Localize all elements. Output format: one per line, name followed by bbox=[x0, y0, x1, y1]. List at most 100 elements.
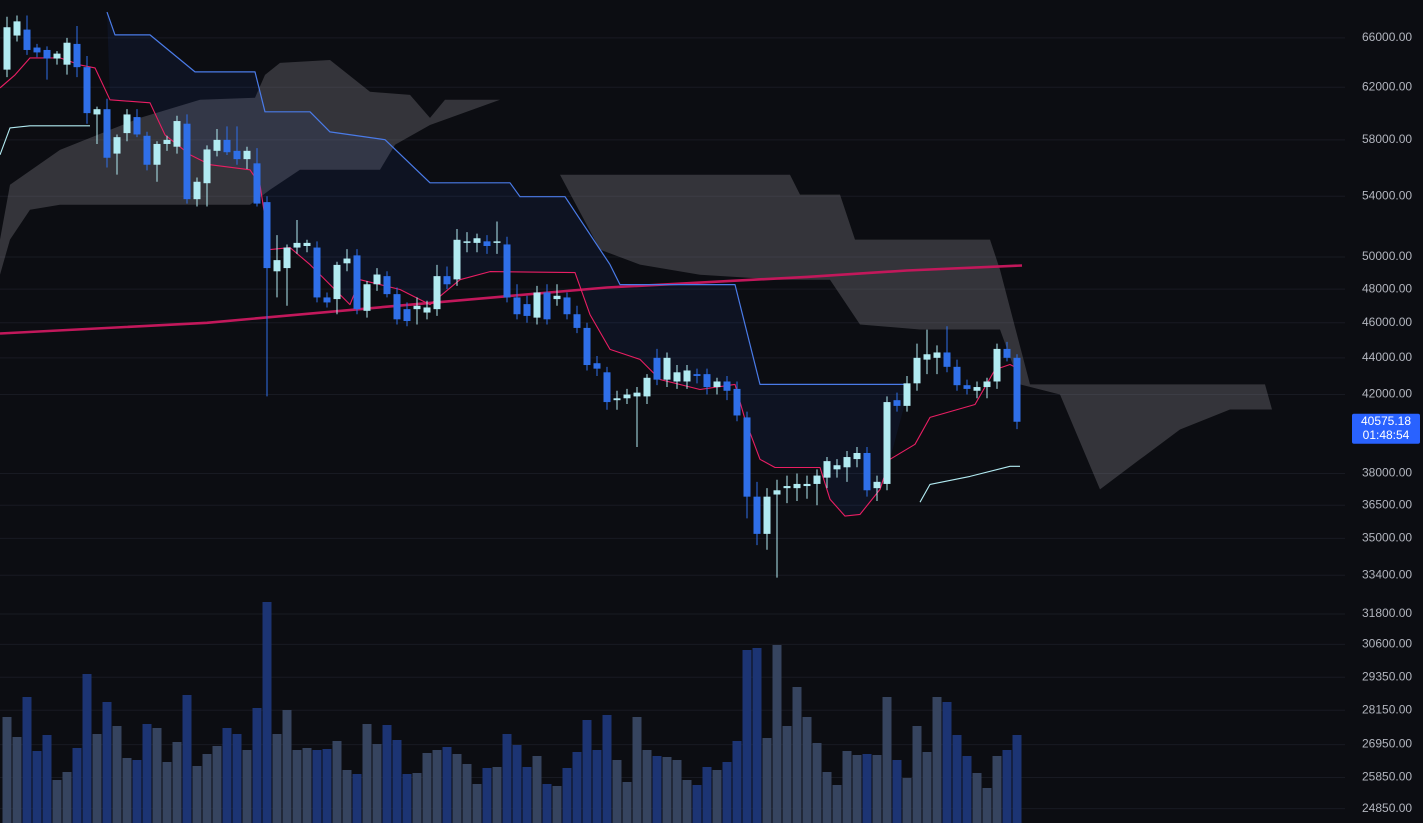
candle-body bbox=[963, 385, 971, 389]
base-line bbox=[106, 11, 910, 385]
volume-bar bbox=[672, 760, 682, 823]
candle-body bbox=[623, 394, 631, 399]
volume-bar bbox=[732, 741, 742, 823]
candle-body bbox=[193, 181, 201, 200]
volume-bar bbox=[52, 780, 62, 823]
volume-bar bbox=[32, 751, 42, 823]
volume-bar bbox=[502, 734, 512, 823]
volume-bar bbox=[432, 750, 442, 823]
candle-body bbox=[813, 475, 821, 484]
candle-body bbox=[763, 496, 771, 534]
volume-bar bbox=[72, 748, 82, 823]
volume-bar bbox=[262, 602, 272, 823]
y-tick-label: 30600.00 bbox=[1362, 637, 1412, 651]
candle-body bbox=[713, 381, 721, 388]
volume-bar bbox=[172, 742, 182, 823]
candle-body bbox=[373, 274, 381, 285]
candle-body bbox=[483, 241, 491, 246]
candle-body bbox=[153, 143, 161, 165]
volume-bar bbox=[772, 645, 782, 823]
candle-body bbox=[263, 202, 271, 269]
candle-body bbox=[643, 377, 651, 397]
candle-body bbox=[683, 370, 691, 382]
candle-body bbox=[343, 258, 351, 264]
volume-bar bbox=[142, 724, 152, 823]
volume-bar bbox=[812, 743, 822, 823]
y-tick-label: 46000.00 bbox=[1362, 315, 1412, 329]
candle-body bbox=[103, 109, 111, 158]
volume-bar bbox=[612, 760, 622, 823]
volume-bar bbox=[682, 780, 692, 823]
candle-body bbox=[463, 241, 471, 243]
candle-body bbox=[923, 354, 931, 360]
candle-body bbox=[563, 297, 571, 315]
conversion-line bbox=[0, 57, 1021, 517]
volume-bar bbox=[842, 751, 852, 823]
volume-bar bbox=[182, 695, 192, 823]
candle-body bbox=[13, 21, 21, 36]
volume-bar bbox=[1002, 750, 1012, 823]
y-tick-label: 26950.00 bbox=[1362, 737, 1412, 751]
volume-bar bbox=[702, 767, 712, 823]
volume-bar bbox=[622, 782, 632, 823]
candle-body bbox=[953, 366, 961, 386]
candle-body bbox=[733, 388, 741, 416]
volume-bar bbox=[382, 725, 392, 823]
candle-body bbox=[73, 43, 81, 68]
volume-bar bbox=[582, 720, 592, 823]
y-tick-label: 24850.00 bbox=[1362, 801, 1412, 815]
candle-body bbox=[803, 483, 811, 487]
volume-bar bbox=[82, 674, 92, 823]
candle-body bbox=[433, 276, 441, 310]
candle-body bbox=[773, 490, 781, 495]
candle-body bbox=[273, 260, 281, 272]
candle-body bbox=[403, 309, 411, 322]
volume-bar bbox=[112, 726, 122, 823]
candle-body bbox=[1013, 357, 1021, 422]
volume-bar bbox=[902, 778, 912, 823]
candle-body bbox=[913, 357, 921, 384]
candle-body bbox=[213, 139, 221, 151]
candle-body bbox=[333, 264, 341, 300]
volume-bar bbox=[422, 753, 432, 823]
candle-body bbox=[823, 461, 831, 478]
candle-body bbox=[543, 292, 551, 320]
candle-body bbox=[3, 27, 11, 70]
volume-bar bbox=[62, 772, 72, 823]
candle-body bbox=[353, 255, 361, 310]
volume-bar bbox=[132, 760, 142, 823]
volume-bar bbox=[882, 697, 892, 823]
volume-bar bbox=[492, 767, 502, 823]
candle-body bbox=[883, 402, 891, 484]
candle-body bbox=[143, 135, 151, 165]
candle-body bbox=[663, 357, 671, 380]
y-tick-label: 38000.00 bbox=[1362, 466, 1412, 480]
volume-bar bbox=[712, 770, 722, 823]
volume-bar bbox=[332, 741, 342, 823]
volume-bar bbox=[292, 750, 302, 823]
volume-bar bbox=[692, 785, 702, 823]
volume-bar bbox=[792, 687, 802, 823]
candle-body bbox=[633, 392, 641, 397]
candle-body bbox=[903, 383, 911, 406]
y-tick-label: 28150.00 bbox=[1362, 702, 1412, 716]
volume-bar bbox=[452, 754, 462, 823]
volume-bar bbox=[322, 749, 332, 823]
y-tick-label: 44000.00 bbox=[1362, 350, 1412, 364]
volume-bar bbox=[962, 756, 972, 823]
candle-body bbox=[833, 465, 841, 470]
volume-bar bbox=[412, 773, 422, 823]
y-tick-label: 31800.00 bbox=[1362, 606, 1412, 620]
volume-bar bbox=[992, 756, 1002, 823]
volume-bar bbox=[832, 785, 842, 823]
candle-body bbox=[123, 114, 131, 134]
candle-body bbox=[33, 47, 41, 53]
candle-body bbox=[93, 109, 101, 115]
candle-body bbox=[863, 452, 871, 491]
volume-bar bbox=[532, 756, 542, 823]
lagging-span bbox=[0, 125, 1020, 503]
candle-body bbox=[53, 53, 61, 59]
candle-body bbox=[303, 242, 311, 246]
candle-body bbox=[313, 247, 321, 298]
y-tick-label: 33400.00 bbox=[1362, 567, 1412, 581]
